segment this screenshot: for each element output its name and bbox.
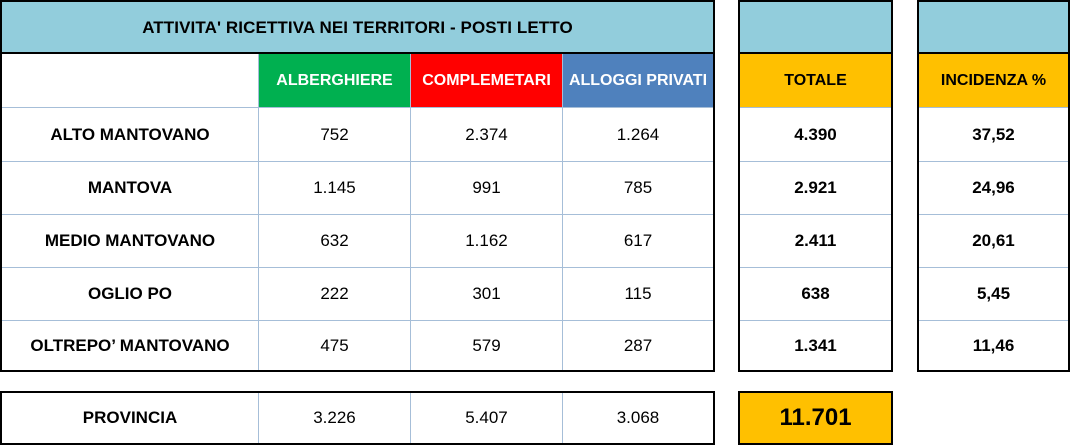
incidenza-cell: 5,45 [976, 284, 1011, 303]
provincia-cell: 3.068 [616, 408, 660, 427]
grid-hline [919, 107, 1068, 108]
main-table-header-bar [2, 2, 713, 54]
grid-hline [740, 267, 891, 268]
incidenza-cell: 11,46 [972, 335, 1015, 355]
grid-hline [2, 107, 713, 108]
table-cell: 785 [623, 178, 653, 197]
table-cell: 287 [623, 335, 653, 355]
row-label-oglio-po: OGLIO PO [87, 284, 173, 303]
grid-hline [2, 320, 713, 321]
row-label-medio-mantovano: MEDIO MANTOVANO [44, 231, 216, 250]
grid-hline [740, 320, 891, 321]
totale-cell: 2.411 [794, 231, 837, 250]
totale-table: TOTALE 4.390 2.921 2.411 638 1.341 [738, 0, 893, 372]
grid-hline [2, 267, 713, 268]
incidenza-cell: 24,96 [972, 178, 1015, 197]
provincia-row: PROVINCIA 3.226 5.407 3.068 [0, 391, 715, 445]
table-cell: 115 [624, 284, 652, 303]
provincia-total: 11.701 [779, 404, 852, 431]
table-cell: 1.264 [616, 124, 660, 144]
column-header-alberghiere: ALBERGHIERE [259, 54, 410, 107]
grid-hline [740, 107, 891, 108]
incidenza-header-bar [919, 2, 1068, 54]
provincia-cell: 5.407 [465, 408, 508, 427]
table-cell: 991 [472, 178, 501, 197]
main-table: ATTIVITA' RICETTIVA NEI TERRITORI - POST… [0, 0, 715, 372]
provincia-total-box: 11.701 [738, 391, 893, 445]
row-label-alto-mantovano: ALTO MANTOVANO [50, 124, 210, 144]
column-header-complemetari: COMPLEMETARI [411, 54, 562, 107]
table-cell: 752 [320, 124, 349, 144]
grid-vline [562, 54, 563, 370]
grid-vline [258, 54, 259, 370]
table-cell: 617 [623, 231, 653, 250]
table-cell: 475 [320, 335, 349, 355]
table-cell: 1.162 [465, 231, 508, 250]
table-cell: 1.145 [313, 178, 356, 197]
provincia-cell: 3.226 [313, 408, 356, 427]
totale-cell: 1.341 [794, 335, 837, 355]
grid-hline [2, 161, 713, 162]
totale-cell: 2.921 [794, 178, 837, 197]
incidenza-header: INCIDENZA % [919, 54, 1068, 107]
grid-hline [2, 214, 713, 215]
totale-cell: 4.390 [794, 124, 837, 144]
grid-vline [410, 54, 411, 370]
table-cell: 632 [320, 231, 349, 250]
table-cell: 579 [472, 335, 501, 355]
row-label-mantova: MANTOVA [87, 178, 173, 197]
table-cell: 2.374 [465, 124, 508, 144]
grid-hline [919, 320, 1068, 321]
row-label-oltrepo-mantovano: OLTREPO’ MANTOVANO [30, 335, 230, 355]
incidenza-cell: 20,61 [972, 231, 1015, 250]
grid-hline [919, 267, 1068, 268]
incidenza-table: INCIDENZA % 37,52 24,96 20,61 5,45 11,46 [917, 0, 1070, 372]
table-cell: 301 [472, 284, 501, 303]
provincia-label: PROVINCIA [82, 408, 178, 427]
grid-vline [410, 393, 411, 443]
grid-vline [258, 393, 259, 443]
totale-cell: 638 [801, 284, 830, 303]
totale-header-bar [740, 2, 891, 54]
incidenza-cell: 37,52 [972, 124, 1015, 144]
grid-hline [919, 161, 1068, 162]
totale-header: TOTALE [740, 54, 891, 107]
table-title: ATTIVITA' RICETTIVA NEI TERRITORI - POST… [142, 18, 573, 37]
grid-hline [740, 161, 891, 162]
column-header-alloggi-privati: ALLOGGI PRIVATI [563, 54, 713, 107]
grid-hline [740, 214, 891, 215]
grid-hline [919, 214, 1068, 215]
table-cell: 222 [320, 284, 349, 303]
grid-vline [562, 393, 563, 443]
